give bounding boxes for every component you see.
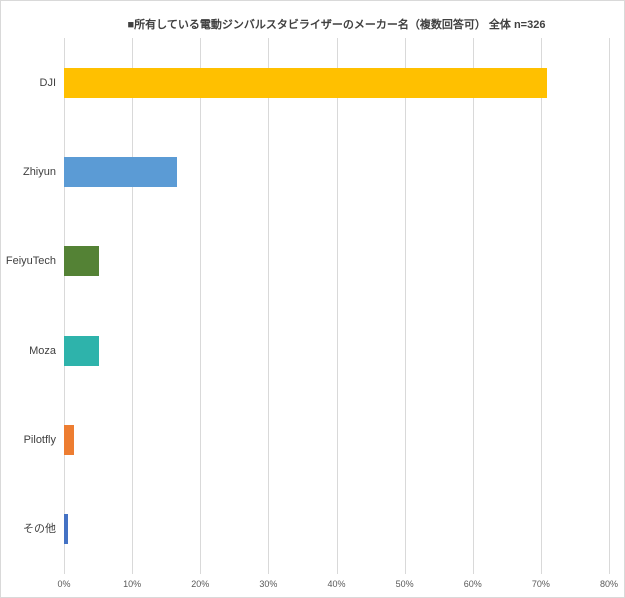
- category-label-その他: その他: [23, 523, 56, 536]
- gridline-0%: [64, 38, 65, 574]
- x-tick-label-70%: 70%: [531, 579, 550, 589]
- bar-FeiyuTech: [64, 246, 100, 277]
- gridline-70%: [540, 38, 542, 574]
- gridline-40%: [336, 38, 338, 574]
- gridline-20%: [200, 38, 202, 574]
- bar-Moza: [64, 335, 100, 366]
- x-tick-label-60%: 60%: [463, 579, 482, 589]
- x-tick-label-50%: 50%: [395, 579, 414, 589]
- category-label-FeiyuTech: FeiyuTech: [5, 255, 56, 268]
- x-tick-label-0%: 0%: [57, 579, 71, 589]
- x-tick-label-40%: 40%: [327, 579, 346, 589]
- category-label-Zhiyun: Zhiyun: [22, 166, 56, 178]
- bar-Pilotfly: [64, 425, 75, 455]
- category-label-Pilotfly: Pilotfly: [23, 434, 56, 446]
- x-tick-label-80%: 80%: [599, 579, 619, 589]
- x-tick-label-30%: 30%: [259, 579, 278, 589]
- plot-area: [64, 38, 610, 574]
- x-tick-label-10%: 10%: [123, 579, 142, 589]
- gridline-50%: [404, 38, 406, 574]
- gridline-60%: [472, 38, 474, 574]
- gridline-30%: [268, 38, 270, 574]
- category-label-DJI: DJI: [39, 76, 57, 89]
- bar-その他: [64, 514, 69, 545]
- chart-title: ■所有している電動ジンバルスタビライザーのメーカー名（複数回答可） 全体 n=3…: [127, 19, 546, 31]
- x-tick-label-20%: 20%: [191, 579, 210, 589]
- gridline-10%: [132, 38, 134, 574]
- category-label-Moza: Moza: [29, 344, 56, 357]
- bar-DJI: [64, 67, 547, 98]
- bar-Zhiyun: [64, 157, 178, 187]
- gridline-80%: [609, 38, 610, 574]
